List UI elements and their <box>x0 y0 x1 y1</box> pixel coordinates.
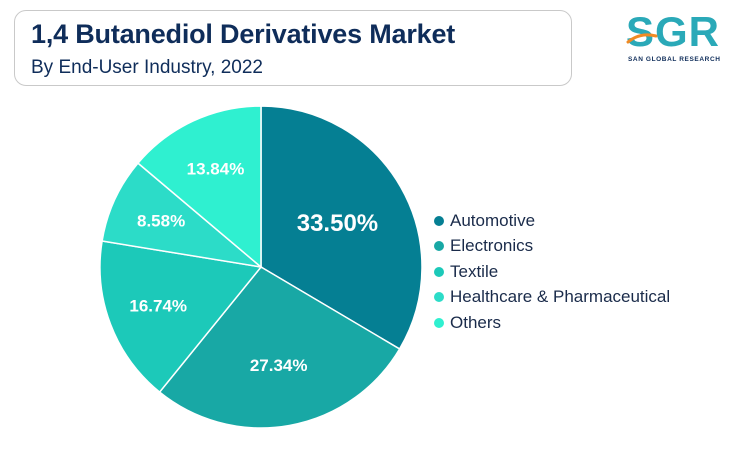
legend-item: Electronics <box>434 234 670 260</box>
pie-data-label: 13.84% <box>187 160 245 179</box>
legend-dot-icon <box>434 317 444 328</box>
legend-item: Others <box>434 310 670 336</box>
chart-legend: Automotive Electronics Textile Healthcare &… <box>434 208 670 336</box>
pie-slice-others <box>136 105 262 269</box>
pie-data-label: 16.74% <box>129 297 187 316</box>
legend-item: Textile <box>434 259 670 285</box>
legend-label: Electronics <box>450 236 534 256</box>
pie-slice-healthcare-pharmaceutical <box>101 162 264 269</box>
legend-dot-icon <box>434 266 444 277</box>
legend-label: Automotive <box>450 210 536 230</box>
legend-label: Others <box>450 312 502 332</box>
logo-letters: SGR <box>626 8 721 55</box>
chart-subtitle: By End-User Industry, 2022 <box>31 57 263 78</box>
legend-dot-icon <box>434 241 444 252</box>
pie-slice-automotive <box>260 105 423 350</box>
legend-dot-icon <box>434 292 444 303</box>
legend-dot-icon <box>434 215 444 226</box>
legend-item: Automotive <box>434 208 670 234</box>
title-box: 1,4 Butanediol Derivatives Market By End… <box>14 10 572 86</box>
sgr-logo: SGR SAN GLOBAL RESEARCH <box>626 10 722 66</box>
chart-title: 1,4 Butanediol Derivatives Market <box>31 19 456 49</box>
pie-data-label: 8.58% <box>137 211 185 230</box>
pie-data-label: 33.50% <box>297 210 378 237</box>
logo-swoosh-icon <box>626 33 658 44</box>
legend-item: Healthcare & Pharmaceutical <box>434 285 670 311</box>
legend-label: Healthcare & Pharmaceutical <box>450 287 671 307</box>
pie-slice-electronics <box>158 266 401 429</box>
pie-slice-textile <box>99 240 263 394</box>
logo-tagline: SAN GLOBAL RESEARCH <box>628 56 721 63</box>
legend-label: Textile <box>450 261 499 281</box>
pie-data-label: 27.34% <box>250 356 308 375</box>
